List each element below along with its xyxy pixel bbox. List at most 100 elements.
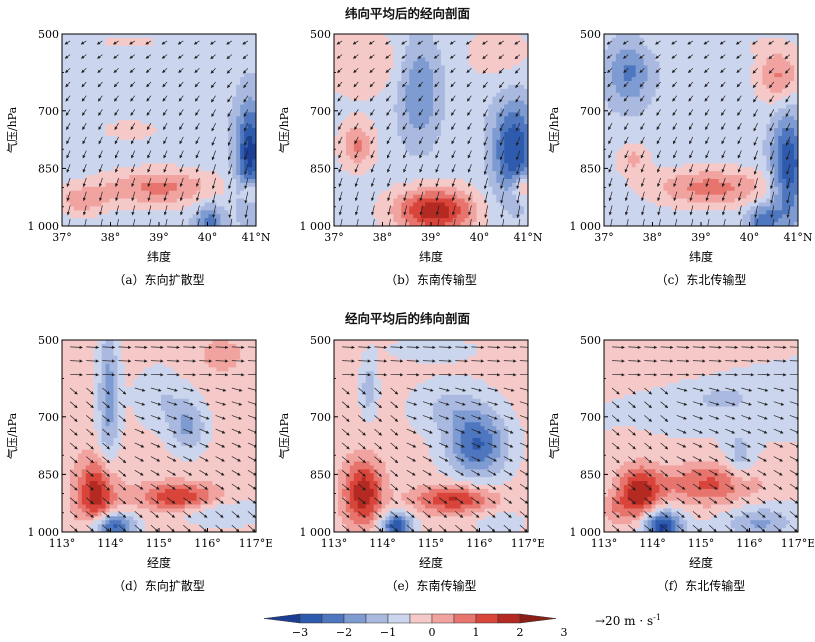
field-cell xyxy=(445,61,450,66)
field-cell xyxy=(477,199,482,204)
field-cell xyxy=(137,38,142,43)
field-cell xyxy=(382,77,387,82)
field-cell xyxy=(248,97,253,102)
field-cell xyxy=(469,89,474,94)
field-cell xyxy=(441,163,446,168)
field-cell xyxy=(86,34,91,39)
field-cell xyxy=(125,46,130,51)
field-cell xyxy=(113,116,118,121)
field-cell xyxy=(457,132,462,137)
field-cell xyxy=(141,206,146,211)
field-cell xyxy=(110,120,115,125)
field-cell xyxy=(362,101,367,106)
field-cell xyxy=(496,81,501,86)
field-cell xyxy=(508,202,513,207)
field-cell xyxy=(421,50,426,55)
field-cell xyxy=(169,132,174,137)
field-cell xyxy=(232,167,237,172)
field-cell xyxy=(334,199,339,204)
field-cell xyxy=(205,46,210,51)
field-cell xyxy=(382,187,387,192)
field-cell xyxy=(94,112,99,117)
field-cell xyxy=(185,89,190,94)
field-cell xyxy=(520,50,525,55)
field-cell xyxy=(145,206,150,211)
field-cell xyxy=(429,89,434,94)
field-cell xyxy=(224,183,229,188)
field-cell xyxy=(137,206,142,211)
field-cell xyxy=(141,187,146,192)
field-cell xyxy=(453,171,458,176)
field-cell xyxy=(86,179,91,184)
field-cell xyxy=(86,73,91,78)
field-cell xyxy=(113,187,118,192)
field-cell xyxy=(137,120,142,125)
field-cell xyxy=(220,58,225,63)
field-cell xyxy=(457,159,462,164)
field-cell xyxy=(102,112,107,117)
field-cell xyxy=(74,136,79,141)
field-cell xyxy=(181,58,186,63)
field-cell xyxy=(449,116,454,121)
field-cell xyxy=(181,73,186,78)
field-cell xyxy=(125,112,130,117)
field-cell xyxy=(413,171,418,176)
field-cell xyxy=(346,93,351,98)
field-cell xyxy=(173,159,178,164)
field-cell xyxy=(453,132,458,137)
field-cell xyxy=(504,69,509,74)
field-cell xyxy=(137,77,142,82)
field-cell xyxy=(185,85,190,90)
field-cell xyxy=(480,152,485,157)
field-cell xyxy=(133,140,138,145)
field-cell xyxy=(90,140,95,145)
field-cell xyxy=(193,108,198,113)
field-cell xyxy=(125,101,130,106)
field-cell xyxy=(449,159,454,164)
field-cell xyxy=(74,167,79,172)
field-cell xyxy=(177,77,182,82)
field-cell xyxy=(441,116,446,121)
field-cell xyxy=(157,77,162,82)
field-cell xyxy=(220,81,225,86)
field-cell xyxy=(413,132,418,137)
field-cell xyxy=(216,69,221,74)
field-cell xyxy=(157,58,162,63)
field-cell xyxy=(216,210,221,215)
field-cell xyxy=(421,128,426,133)
field-cell xyxy=(165,132,170,137)
field-cell xyxy=(248,61,253,66)
field-cell xyxy=(473,112,478,117)
field-cell xyxy=(346,148,351,153)
field-cell xyxy=(350,163,355,168)
field-cell xyxy=(382,105,387,110)
field-cell xyxy=(473,34,478,39)
field-cell xyxy=(350,97,355,102)
field-cell xyxy=(208,132,213,137)
field-cell xyxy=(492,50,497,55)
field-cell xyxy=(232,34,237,39)
field-cell xyxy=(393,144,398,149)
field-cell xyxy=(78,116,83,121)
field-cell xyxy=(504,179,509,184)
field-cell xyxy=(449,144,454,149)
field-cell xyxy=(74,120,79,125)
field-cell xyxy=(236,175,241,180)
field-cell xyxy=(374,81,379,86)
field-cell xyxy=(149,214,154,219)
field-cell xyxy=(362,163,367,168)
field-cell xyxy=(161,191,166,196)
field-cell xyxy=(393,210,398,215)
field-cell xyxy=(86,65,91,70)
field-cell xyxy=(508,206,513,211)
field-cell xyxy=(492,191,497,196)
field-cell xyxy=(401,61,406,66)
field-cell xyxy=(488,108,493,113)
field-cell xyxy=(473,152,478,157)
field-cell xyxy=(477,101,482,106)
field-cell xyxy=(244,46,249,51)
field-cell xyxy=(496,187,501,192)
field-cell xyxy=(86,93,91,98)
field-cell xyxy=(208,124,213,129)
